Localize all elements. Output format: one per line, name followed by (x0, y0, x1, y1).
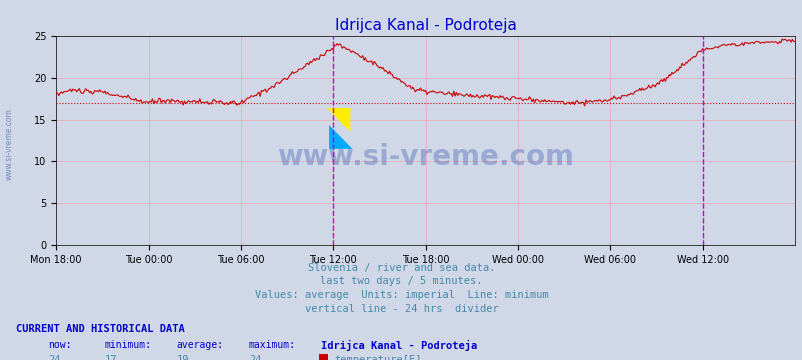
Text: CURRENT AND HISTORICAL DATA: CURRENT AND HISTORICAL DATA (16, 324, 184, 334)
Title: Idrijca Kanal - Podroteja: Idrijca Kanal - Podroteja (334, 18, 516, 33)
Text: maximum:: maximum: (249, 340, 296, 350)
Text: 17: 17 (104, 355, 117, 360)
Text: 24: 24 (48, 355, 61, 360)
Text: now:: now: (48, 340, 71, 350)
Text: ◣: ◣ (329, 122, 352, 151)
Text: minimum:: minimum: (104, 340, 152, 350)
Text: Idrijca Kanal - Podroteja: Idrijca Kanal - Podroteja (321, 340, 477, 351)
Text: temperature[F]: temperature[F] (334, 355, 421, 360)
Text: Values: average  Units: imperial  Line: minimum: Values: average Units: imperial Line: mi… (254, 290, 548, 300)
Text: average:: average: (176, 340, 224, 350)
Text: 19: 19 (176, 355, 189, 360)
Text: last two days / 5 minutes.: last two days / 5 minutes. (320, 276, 482, 287)
Text: www.si-vreme.com: www.si-vreme.com (277, 143, 573, 171)
Text: vertical line - 24 hrs  divider: vertical line - 24 hrs divider (304, 304, 498, 314)
Text: ◥: ◥ (326, 105, 350, 134)
Text: 24: 24 (249, 355, 261, 360)
Text: www.si-vreme.com: www.si-vreme.com (5, 108, 14, 180)
Text: Slovenia / river and sea data.: Slovenia / river and sea data. (307, 263, 495, 273)
